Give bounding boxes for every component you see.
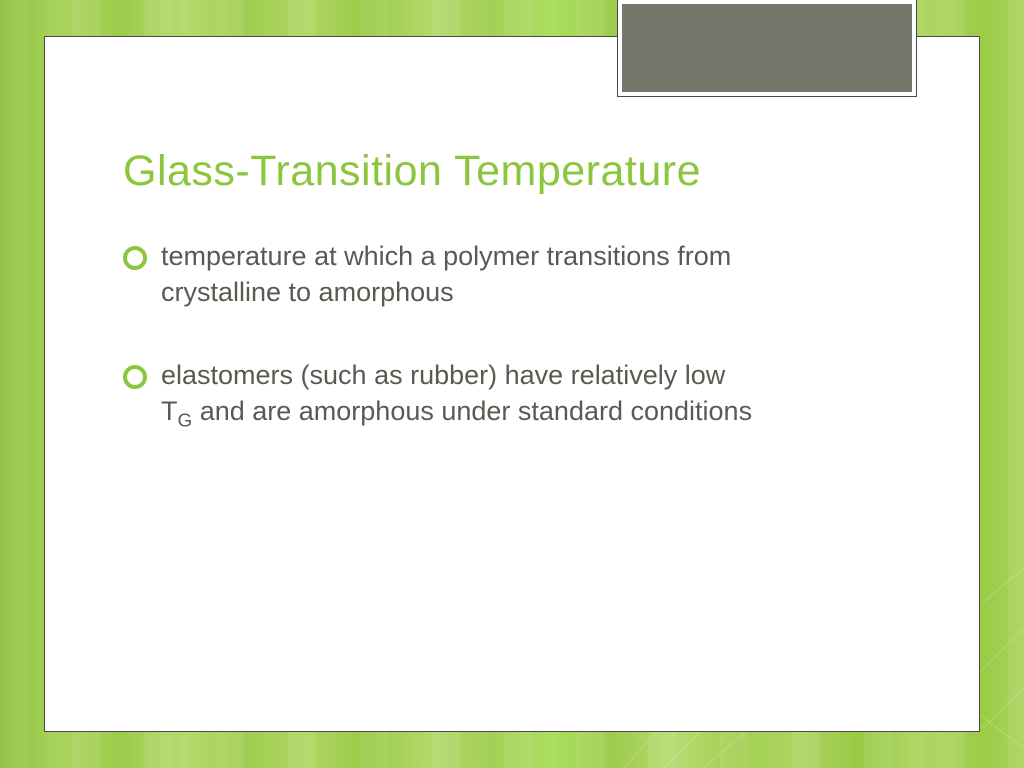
bullet-item: temperature at which a polymer transitio… xyxy=(123,238,763,311)
slide-title: Glass-Transition Temperature xyxy=(123,147,901,196)
bullet-item: elastomers (such as rubber) have relativ… xyxy=(123,357,763,434)
content-frame: Glass-Transition Temperature temperature… xyxy=(44,36,980,732)
accent-box xyxy=(618,0,916,96)
slide-body: Glass-Transition Temperature temperature… xyxy=(45,37,979,731)
bullet-text-post: and are amorphous under standard conditi… xyxy=(192,396,752,426)
bullet-list: temperature at which a polymer transitio… xyxy=(123,238,901,434)
subscript: G xyxy=(178,411,193,432)
